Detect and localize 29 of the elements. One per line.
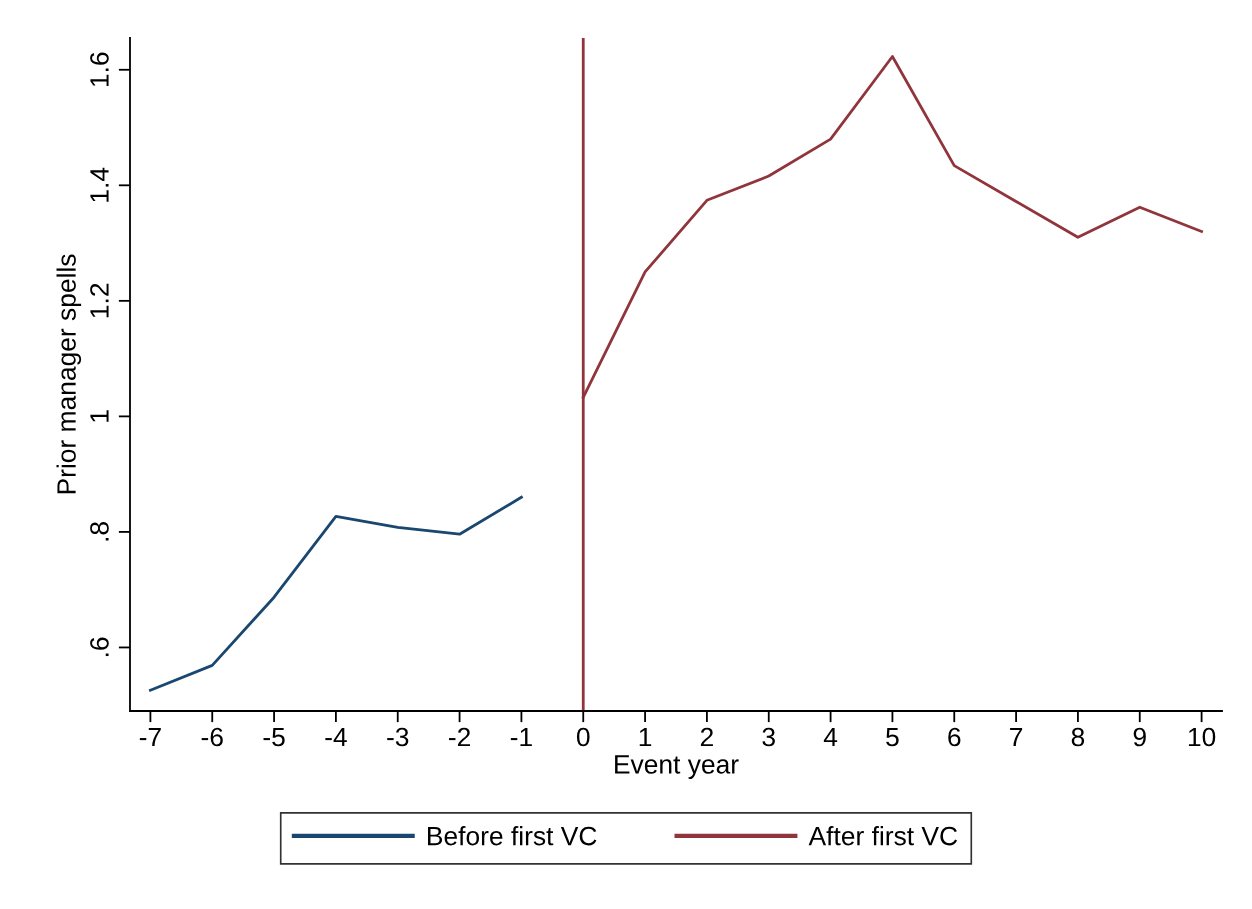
x-tick-label: -2 — [449, 727, 470, 747]
x-tick-label: 6 — [948, 727, 961, 747]
y-tick-label: .6 — [90, 637, 109, 657]
x-tick-label: 9 — [1133, 727, 1146, 747]
x-tick-label: 3 — [762, 727, 775, 747]
x-tick-label: -3 — [387, 727, 409, 747]
y-tick-label: .8 — [90, 522, 109, 541]
x-axis-title: Event year — [615, 755, 739, 779]
y-tick-label: 1.2 — [90, 283, 109, 318]
x-tick-label: 8 — [1071, 727, 1085, 747]
y-tick-label: 1.6 — [90, 52, 109, 87]
y-tick-label: 1.4 — [90, 167, 109, 202]
x-tick-label: -6 — [201, 727, 223, 747]
x-tick-label: -7 — [139, 727, 161, 747]
y-tick-label: 1 — [90, 410, 109, 422]
x-tick-label: 10 — [1188, 727, 1216, 747]
y-axis-title: Prior manager spells — [56, 254, 82, 494]
x-tick-label: 0 — [576, 727, 590, 747]
x-tick-label: -1 — [510, 727, 532, 747]
x-tick-label: 4 — [823, 727, 838, 747]
x-tick-label: -5 — [263, 727, 285, 747]
line-series — [149, 495, 523, 692]
x-tick-label: 5 — [886, 727, 899, 747]
x-tick-label: 7 — [1010, 727, 1023, 747]
x-tick-label: 2 — [700, 727, 713, 747]
x-tick-label: 1 — [639, 727, 652, 747]
legend-label: Before first VC — [428, 826, 597, 846]
legend-label: After first VC — [808, 826, 958, 846]
x-tick-label: -4 — [325, 727, 347, 747]
